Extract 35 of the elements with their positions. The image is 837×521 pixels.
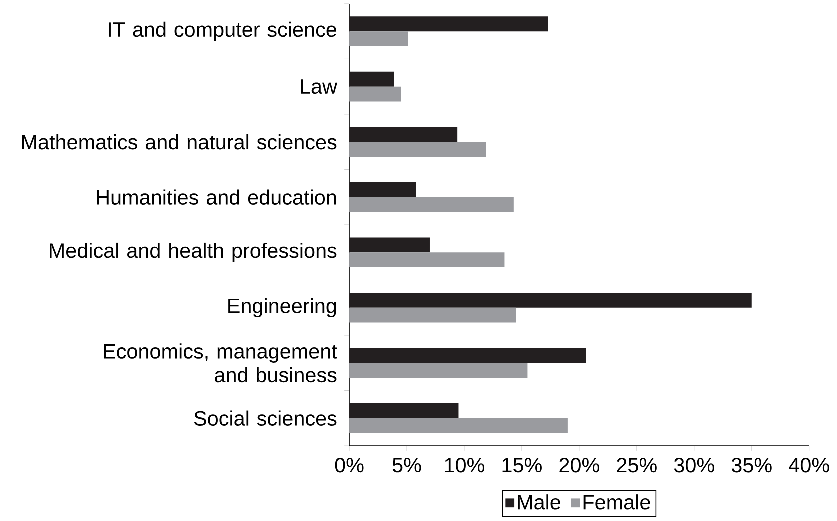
- bar: [350, 197, 514, 212]
- bar: [350, 32, 408, 46]
- y-tick-label: Medical and health professions: [50, 242, 337, 262]
- y-tick-label: Economics, management and business: [104, 344, 338, 383]
- y-tick-label: IT and computer science: [109, 22, 337, 42]
- x-tick-label: 10%: [445, 458, 484, 473]
- y-tick-label: Mathematics and natural sciences: [22, 134, 337, 150]
- bar: [350, 418, 568, 434]
- x-tick-label: 0%: [335, 458, 364, 473]
- y-tick-label: Humanities and education: [97, 190, 336, 205]
- x-tick-label: 20%: [560, 458, 600, 473]
- bar: [350, 16, 548, 32]
- x-tick-label: 30%: [674, 458, 714, 473]
- y-tick-label: Social sciences: [194, 410, 337, 426]
- bar: [350, 403, 459, 418]
- bar: [350, 182, 416, 198]
- legend-label: Female: [584, 494, 650, 510]
- bar: [350, 363, 528, 378]
- x-tick-label: 25%: [617, 458, 657, 473]
- bar: [350, 72, 394, 87]
- bar: [350, 127, 458, 142]
- y-tick-label: Engineering: [228, 298, 336, 318]
- legend-label: Male: [518, 494, 560, 510]
- bar: [350, 308, 516, 323]
- x-tick-label: 35%: [732, 458, 772, 473]
- bar: [350, 238, 430, 253]
- x-tick-label: 15%: [502, 458, 542, 473]
- y-tick-label: Law: [301, 80, 338, 94]
- bar: [350, 292, 752, 308]
- x-tick-label: 40%: [789, 458, 830, 473]
- bar: [350, 348, 586, 364]
- x-tick-label: 5%: [392, 458, 422, 473]
- bar: [350, 86, 402, 102]
- bar: [350, 142, 486, 158]
- bar: [350, 252, 505, 268]
